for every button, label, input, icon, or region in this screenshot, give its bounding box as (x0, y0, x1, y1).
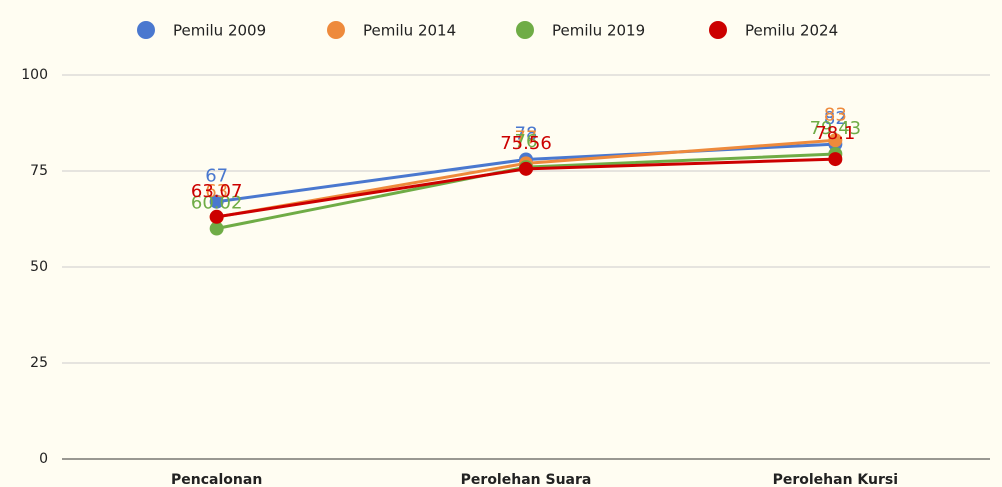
x-tick-label: Perolehan Suara (461, 472, 592, 487)
point (209, 209, 224, 224)
value-label: 63.07 (191, 181, 243, 202)
y-tick-label: 75 (30, 163, 48, 179)
x-tick-label: Pencalonan (171, 472, 262, 487)
legend-swatch (516, 21, 534, 39)
value-label: 78.1 (815, 123, 855, 144)
labels: 67 78 82 63 77 83 60.02 76 79.43 63.07 75.56 78.1 (191, 104, 861, 213)
point (519, 161, 533, 176)
legend-label: Pemilu 2019 (552, 22, 645, 40)
legend-label: Pemilu 2024 (745, 22, 838, 40)
legend-label: Pemilu 2009 (173, 22, 266, 40)
value-label: 75.56 (500, 133, 552, 154)
legend-swatch (327, 21, 345, 39)
value-label: 79.43 (810, 118, 862, 139)
value-label: 63 (205, 181, 228, 202)
legend-swatch (709, 21, 727, 39)
y-tick-label: 50 (30, 259, 48, 275)
value-label: 82 (824, 108, 847, 129)
lines (209, 133, 843, 236)
x-tick-label: Perolehan Kursi (773, 472, 898, 487)
grid: 0 25 50 75 100 Pencalonan Perolehan Suara Perol… (21, 21, 990, 487)
point (828, 152, 843, 167)
value-label: 67 (205, 166, 228, 187)
legend-label: Pemilu 2014 (363, 22, 456, 40)
value-label: 83 (824, 104, 847, 125)
y-tick-label: 25 (30, 355, 48, 371)
point (828, 133, 843, 148)
point (209, 221, 224, 236)
y-tick-label: 100 (21, 67, 48, 83)
y-tick-label: 0 (39, 451, 48, 467)
legend-swatch (137, 21, 155, 39)
value-label: 78 (515, 123, 538, 144)
point (209, 194, 224, 209)
value-label: 76 (515, 131, 538, 152)
value-label: 77 (515, 127, 538, 148)
value-label: 60.02 (191, 193, 243, 214)
